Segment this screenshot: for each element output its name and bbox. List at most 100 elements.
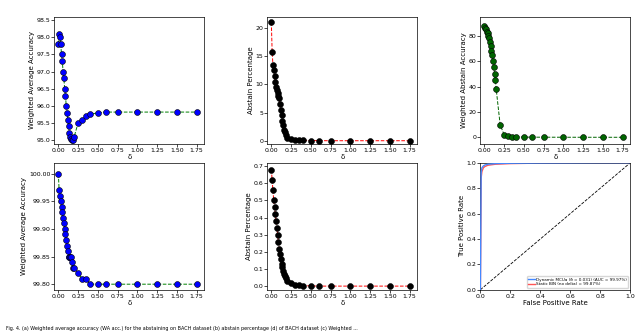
Point — [269, 198, 279, 203]
Dynamic MCUa (δ = 0.031) (AUC = 99.97%) — [492, 162, 499, 166]
Point — [282, 135, 292, 141]
Dynamic MCUa (δ = 0.031) (AUC = 99.97%) — [484, 162, 492, 166]
Static BIN (no delta) = 99.87%) — [492, 162, 499, 166]
Point — [113, 110, 123, 115]
X-axis label: False Positive Rate: False Positive Rate — [523, 300, 588, 306]
Point — [274, 96, 284, 101]
Point — [280, 275, 291, 280]
Point — [290, 137, 300, 143]
Point — [294, 283, 304, 288]
Point — [280, 133, 291, 138]
Point — [483, 31, 493, 36]
Static BIN (no delta) = 99.87%) — [477, 176, 485, 180]
Text: Fig. 4. (a) Weighted average accuracy (WA acc.) for the abstaining on BACH datas: Fig. 4. (a) Weighted average accuracy (W… — [6, 326, 358, 331]
Point — [54, 31, 64, 37]
Point — [618, 135, 628, 140]
Point — [273, 90, 283, 96]
Point — [314, 138, 324, 143]
Point — [279, 127, 289, 132]
Point — [267, 177, 277, 182]
Point — [404, 138, 415, 144]
Point — [488, 58, 498, 64]
Point — [558, 135, 568, 140]
Point — [274, 246, 284, 251]
Static BIN (no delta) = 99.87%) — [477, 288, 484, 292]
Point — [298, 138, 308, 143]
Point — [81, 276, 91, 281]
Point — [486, 48, 497, 54]
Point — [59, 221, 69, 226]
Point — [507, 134, 517, 140]
Point — [113, 281, 123, 287]
Point — [100, 281, 111, 287]
Point — [57, 59, 67, 64]
Text: (a): (a) — [123, 192, 136, 202]
Point — [294, 138, 304, 143]
Point — [58, 69, 68, 74]
Point — [55, 35, 65, 40]
Point — [59, 76, 69, 81]
Point — [60, 93, 70, 98]
Point — [152, 110, 162, 115]
Point — [306, 283, 316, 289]
Point — [279, 272, 289, 277]
Point — [480, 25, 490, 31]
Point — [538, 135, 548, 140]
Point — [269, 73, 280, 79]
Line: Dynamic MCUa (δ = 0.031) (AUC = 99.97%): Dynamic MCUa (δ = 0.031) (AUC = 99.97%) — [481, 163, 630, 290]
Point — [277, 265, 287, 270]
Point — [286, 137, 296, 142]
Point — [56, 41, 66, 47]
Point — [481, 27, 491, 32]
Point — [100, 110, 111, 115]
Point — [77, 117, 87, 122]
Point — [278, 122, 288, 128]
Static BIN (no delta) = 99.87%) — [479, 166, 487, 170]
Point — [63, 124, 74, 129]
Point — [345, 283, 355, 289]
Point — [132, 110, 143, 115]
Static BIN (no delta) = 99.87%) — [566, 161, 574, 165]
Static BIN (no delta) = 99.87%) — [484, 163, 492, 167]
Point — [280, 273, 290, 279]
Point — [81, 114, 91, 119]
Point — [484, 36, 494, 41]
Point — [61, 103, 72, 109]
Text: (c): (c) — [549, 192, 562, 202]
Point — [85, 281, 95, 287]
Y-axis label: Weighted Average Accuracy: Weighted Average Accuracy — [29, 31, 35, 129]
Point — [365, 138, 375, 144]
Point — [481, 29, 492, 35]
Point — [58, 215, 68, 220]
Point — [489, 65, 499, 70]
Point — [276, 261, 287, 267]
Point — [511, 135, 521, 140]
Point — [85, 112, 95, 117]
Static BIN (no delta) = 99.87%) — [478, 169, 486, 173]
Point — [490, 71, 500, 77]
X-axis label: δ: δ — [340, 300, 344, 306]
Point — [73, 270, 83, 276]
Point — [286, 280, 296, 285]
Point — [275, 251, 285, 256]
Point — [280, 130, 290, 135]
Point — [277, 119, 287, 124]
Point — [385, 138, 395, 144]
Static BIN (no delta) = 99.87%) — [596, 161, 604, 165]
Dynamic MCUa (δ = 0.031) (AUC = 99.97%) — [477, 288, 484, 292]
Point — [270, 211, 280, 217]
Point — [499, 132, 509, 138]
Y-axis label: Weighted Abstain Accuracy: Weighted Abstain Accuracy — [461, 32, 467, 128]
Point — [77, 276, 87, 281]
Point — [67, 138, 77, 143]
Point — [484, 39, 495, 45]
Point — [56, 204, 67, 209]
Point — [53, 171, 63, 176]
Point — [282, 278, 292, 284]
Point — [290, 282, 300, 287]
Point — [278, 268, 288, 273]
Dynamic MCUa (δ = 0.031) (AUC = 99.97%) — [627, 161, 634, 165]
Point — [62, 243, 72, 248]
Point — [65, 254, 76, 259]
Point — [598, 135, 608, 140]
